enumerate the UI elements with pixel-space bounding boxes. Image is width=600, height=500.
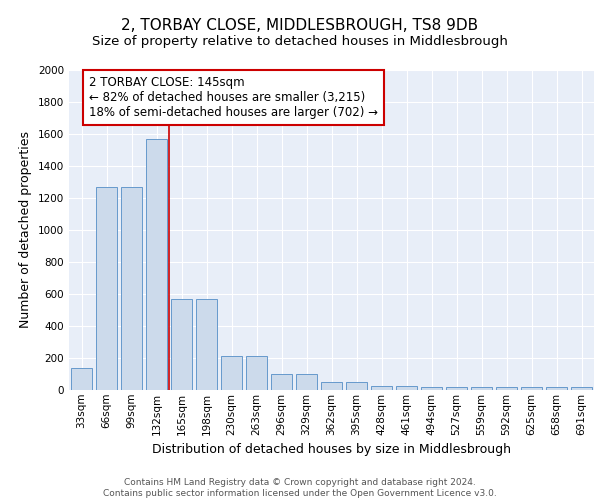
Bar bbox=[521, 387, 542, 390]
Text: Contains HM Land Registry data © Crown copyright and database right 2024.
Contai: Contains HM Land Registry data © Crown c… bbox=[103, 478, 497, 498]
Bar bbox=[221, 356, 242, 390]
Bar bbox=[246, 356, 267, 390]
Bar bbox=[271, 374, 292, 390]
Bar bbox=[121, 187, 142, 390]
Text: 2 TORBAY CLOSE: 145sqm
← 82% of detached houses are smaller (3,215)
18% of semi-: 2 TORBAY CLOSE: 145sqm ← 82% of detached… bbox=[89, 76, 378, 120]
Bar bbox=[421, 387, 442, 390]
Bar bbox=[396, 386, 417, 390]
Text: Size of property relative to detached houses in Middlesbrough: Size of property relative to detached ho… bbox=[92, 35, 508, 48]
Bar bbox=[471, 387, 492, 390]
Bar bbox=[496, 387, 517, 390]
X-axis label: Distribution of detached houses by size in Middlesbrough: Distribution of detached houses by size … bbox=[152, 443, 511, 456]
Bar bbox=[146, 139, 167, 390]
Bar bbox=[446, 387, 467, 390]
Text: 2, TORBAY CLOSE, MIDDLESBROUGH, TS8 9DB: 2, TORBAY CLOSE, MIDDLESBROUGH, TS8 9DB bbox=[121, 18, 479, 32]
Bar bbox=[71, 368, 92, 390]
Bar bbox=[96, 187, 117, 390]
Bar bbox=[546, 387, 567, 390]
Bar bbox=[321, 382, 342, 390]
Bar bbox=[196, 299, 217, 390]
Bar bbox=[571, 387, 592, 390]
Bar bbox=[371, 386, 392, 390]
Bar bbox=[346, 382, 367, 390]
Bar bbox=[171, 299, 192, 390]
Bar bbox=[296, 374, 317, 390]
Y-axis label: Number of detached properties: Number of detached properties bbox=[19, 132, 32, 328]
